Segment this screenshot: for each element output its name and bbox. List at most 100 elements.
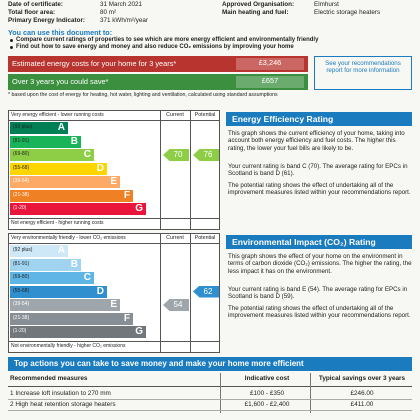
- band-letter: E: [110, 299, 117, 310]
- band-range: (21-38): [13, 191, 30, 198]
- band-range: (92 plus): [13, 124, 33, 130]
- band-letter: B: [70, 135, 78, 147]
- actions-cell: 2 High heat retention storage heaters: [10, 401, 116, 408]
- col-divider: [160, 110, 161, 230]
- band-range: (69-80): [13, 274, 30, 280]
- potential-header: Potential: [194, 112, 216, 118]
- header-field: Primary Energy Indicator:: [8, 17, 85, 24]
- rating-band: (81-91) B: [10, 135, 81, 148]
- col-divider: [220, 373, 221, 413]
- band-range: (1-20): [13, 205, 27, 211]
- rating-band: (21-38) F: [10, 189, 133, 202]
- cost-side: See your recommendations report for more…: [314, 56, 412, 90]
- rating-title-bar: [226, 235, 412, 249]
- actions-cell: £411.00: [350, 401, 374, 408]
- header-field: 371 kWh/m²/year: [100, 17, 148, 24]
- rating-paragraph: The potential rating shows the effect of…: [228, 304, 411, 320]
- row-rule: [8, 410, 412, 411]
- band-letter: B: [70, 258, 78, 270]
- band-letter: G: [135, 326, 143, 337]
- actions-bar: [8, 357, 412, 371]
- rating-band: (1-20) G: [10, 203, 146, 215]
- header-field: Elmhurst: [314, 1, 339, 8]
- rating-title: Environmental Impact (CO₂) Rating: [232, 237, 376, 247]
- potential-header: Potential: [194, 235, 216, 241]
- actions-cell: £1,600 - £2,400: [244, 401, 290, 408]
- rating-band: (55-68) D: [10, 285, 107, 298]
- rating-band: (81-91) B: [10, 258, 81, 271]
- header-field: 80 m²: [100, 9, 117, 16]
- rating-title-bar: [226, 112, 412, 126]
- cost-row: [8, 74, 308, 90]
- rating-paragraph: The potential rating shows the effect of…: [228, 181, 411, 197]
- cost-value-box: [236, 58, 304, 70]
- footer-divider: [8, 341, 220, 342]
- rating-band: (21-38) F: [10, 312, 133, 325]
- bullet-dot: [10, 39, 13, 42]
- band-range: (55-68): [13, 164, 30, 171]
- current-header: Current: [166, 235, 184, 241]
- rating-value: 62: [203, 286, 213, 296]
- header-field: Approved Organisation:: [222, 1, 295, 8]
- band-range: (39-54): [13, 178, 30, 184]
- actions-header: Indicative cost: [244, 375, 290, 382]
- actions-cell: 1 Increase loft insulation to 270 mm: [10, 390, 111, 397]
- actions-cell: £246.00: [350, 390, 374, 397]
- footer-divider: [8, 218, 220, 219]
- rating-band: (92 plus) A: [10, 245, 68, 257]
- chart-top-label: Very energy efficient - lower running co…: [11, 112, 104, 118]
- band-range: (39-54): [13, 301, 30, 307]
- header-field: Main heating and fuel:: [222, 9, 289, 16]
- rating-paragraph: Your current rating is band E (54). The …: [228, 286, 408, 301]
- band-letter: D: [96, 162, 104, 174]
- rating-arrow: [193, 149, 219, 161]
- rating-paragraph: This graph shows the current efficiency …: [228, 130, 405, 152]
- intro-title: You can use this document to:: [8, 28, 113, 37]
- col-divider: [190, 233, 191, 353]
- rating-band: (39-54) E: [10, 176, 120, 188]
- actions-rule: [8, 386, 412, 387]
- band-letter: E: [110, 176, 117, 187]
- rating-band: (39-54) E: [10, 299, 120, 311]
- col-divider: [310, 373, 311, 413]
- band-range: (81-91): [13, 137, 30, 144]
- cost-row: [8, 56, 308, 72]
- band-letter: D: [96, 285, 104, 297]
- header-divider: [8, 120, 220, 121]
- rating-band: (69-80) C: [10, 149, 94, 161]
- rating-arrow: [163, 299, 189, 311]
- current-header: Current: [166, 112, 184, 118]
- band-letter: C: [83, 149, 91, 160]
- band-range: (69-80): [13, 151, 30, 157]
- rating-band: (1-20) G: [10, 326, 146, 338]
- rating-band: (55-68) D: [10, 162, 107, 175]
- band-range: (21-38): [13, 314, 30, 321]
- header-field: Electric storage heaters: [314, 9, 381, 16]
- rating-paragraph: This graph shows the effect of your home…: [228, 253, 412, 275]
- cost-value-box: [236, 76, 304, 88]
- chart-bottom-label: Not environmentally friendly - higher CO…: [11, 343, 126, 349]
- band-range: (1-20): [13, 328, 27, 334]
- intro-bullet: Compare current ratings of properties to…: [16, 37, 319, 43]
- band-letter: A: [57, 122, 65, 133]
- bullet-dot: [10, 46, 13, 49]
- header-divider: [8, 243, 220, 244]
- col-divider: [160, 233, 161, 353]
- chart-top-label: Very environmentally friendly - lower CO…: [11, 235, 126, 241]
- actions-header: Recommended measures: [10, 375, 88, 382]
- cost-label: Over 3 years you could save*: [12, 77, 109, 86]
- band-letter: F: [123, 312, 130, 324]
- rating-arrow: [193, 285, 219, 298]
- band-letter: A: [57, 245, 65, 256]
- band-letter: G: [135, 203, 143, 214]
- rating-title: Energy Efficiency Rating: [232, 114, 334, 124]
- col-divider: [190, 110, 191, 230]
- intro-bullet: Find out how to save energy and money an…: [16, 44, 294, 50]
- cost-label: Estimated energy costs for your home for…: [12, 59, 177, 68]
- rating-band: (69-80) C: [10, 272, 94, 284]
- rating-value: 76: [203, 150, 213, 159]
- cost-footnote: * based upon the cost of energy for heat…: [8, 92, 278, 98]
- header-field: 31 March 2021: [100, 1, 143, 8]
- header-field: Total floor area:: [8, 9, 56, 16]
